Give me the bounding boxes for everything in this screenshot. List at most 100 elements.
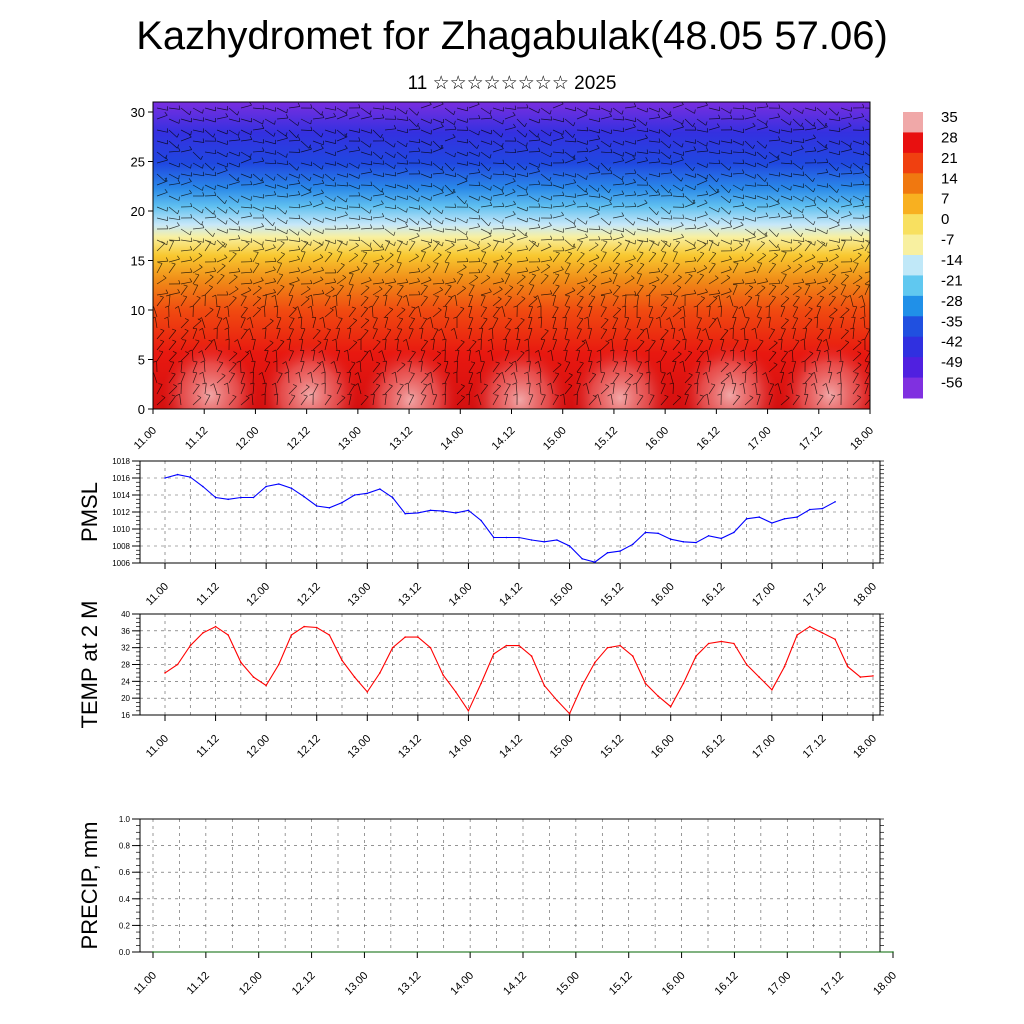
wind-barb [216,206,227,214]
wind-barb [420,195,432,201]
wind-barb [444,184,453,194]
wind-barb-flag [307,371,312,375]
wind-barb-flag [856,284,861,287]
series-point [227,634,229,636]
wind-barb-flag [370,196,372,201]
wind-barb [372,203,384,208]
wind-barb-flag [537,316,542,319]
wind-barb-flag [482,306,487,308]
wind-barb-flag [837,393,842,396]
wind-barb [600,241,608,252]
wind-barb-flag [197,318,202,322]
wind-barb [360,171,372,175]
wind-barb-flag [645,349,650,352]
wind-barb [240,173,252,179]
wind-barb-flag [562,246,565,251]
wind-barb [792,317,799,329]
wind-barb [576,307,583,318]
wind-barb-flag [716,189,719,193]
wind-barb-flag [785,296,790,299]
wind-barb [204,173,216,177]
y-tick-label: 0.4 [119,895,131,904]
wind-barb-flag [765,155,768,160]
wind-barb [168,173,179,180]
wind-barb-flag [664,394,669,398]
wind-barb-flag [640,339,645,342]
wind-barb-flag [875,181,876,185]
wind-barb-flag [800,122,804,127]
page-title: Kazhydromet for Zhagabulak(48.05 57.06) [136,14,888,58]
wind-barb [384,295,388,307]
wind-barb-flag [645,121,648,126]
wind-barb-flag [716,188,720,193]
wind-barb-flag [331,305,336,309]
wind-barb [540,206,552,209]
wind-barb-flag [594,242,599,246]
wind-barb [336,397,346,406]
wind-barb [216,394,221,406]
wind-barb [348,394,352,406]
wind-barb-flag [321,111,324,116]
wind-barb-flag [366,350,371,353]
wind-barb-flag [706,128,709,133]
wind-barb [240,383,246,395]
wind-barb [672,225,684,230]
wind-barb-flag [765,212,769,217]
wind-barb-flag [332,338,337,342]
series-point [707,642,710,645]
wind-barb [504,191,516,197]
wind-barb [249,350,254,362]
wind-barb [156,330,165,340]
wind-barb-flag [382,136,385,142]
wind-barb [252,280,264,285]
wind-barb [636,285,644,296]
wind-barb [372,173,384,178]
wind-barb-flag [433,328,439,330]
wind-barb [696,140,707,147]
wind-barb-flag [245,241,250,245]
wind-barb-flag [572,287,576,291]
wind-barb [648,306,654,318]
wind-barb-flag [547,382,551,386]
wind-barb [660,263,668,274]
wind-barb [648,129,660,134]
wind-barb [756,215,768,219]
wind-barb-flag [610,230,612,235]
wind-barb-flag [537,305,542,308]
x-tick-label: 13.12 [396,581,424,609]
wind-barb-flag [232,295,237,299]
wind-barb-flag [370,224,373,229]
wind-barb [708,118,721,120]
wind-barb [780,286,790,296]
colorbar-label: -14 [941,252,963,269]
wind-barb [228,396,237,406]
wind-barb [852,342,862,351]
wind-barb [804,374,813,384]
wind-barb-flag [837,382,842,385]
wind-barb [600,115,612,120]
colorbar-swatch [903,132,923,154]
colorbar-label: 35 [941,109,958,126]
wind-barb [228,217,239,225]
x-tick-label: 16.00 [649,733,677,761]
wind-barb [192,184,203,191]
wind-barb-flag [477,208,480,213]
wind-barb [552,339,557,351]
wind-barb-flag [164,111,168,116]
wind-barb-flag [663,240,668,243]
wind-barb-flag [346,182,349,187]
wind-barb [420,341,428,351]
wind-barb-flag [321,189,324,194]
wind-barb-flag [483,317,488,320]
wind-barb-flag [706,142,708,147]
wind-barb [252,371,254,384]
wind-barb [322,317,326,329]
wind-barb [264,118,275,125]
wind-barb [360,287,370,296]
wind-barb [168,118,180,124]
wind-barb [420,296,428,307]
wind-barb-flag [502,202,505,207]
wind-barb [480,129,492,135]
wind-barb-flag [178,175,180,180]
wind-barb [252,239,263,246]
